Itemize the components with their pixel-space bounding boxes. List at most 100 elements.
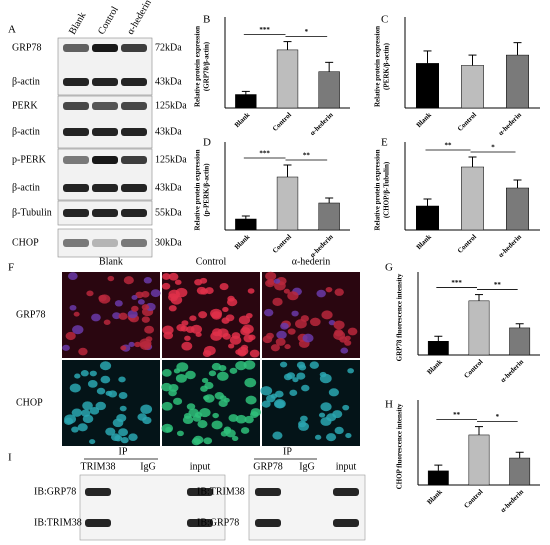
cell	[161, 382, 172, 392]
significance-label: ***	[259, 150, 270, 158]
cell	[144, 325, 155, 334]
cell	[223, 397, 230, 403]
cell	[217, 371, 229, 381]
cell	[228, 414, 239, 422]
significance-label: **	[303, 152, 311, 160]
band	[121, 156, 147, 164]
protein-label: p-PERK	[12, 154, 47, 165]
cell	[114, 435, 123, 442]
blot-frame	[248, 474, 366, 541]
protein-label: PERK	[12, 100, 38, 111]
cell	[273, 278, 281, 284]
bar	[276, 49, 299, 109]
cell	[194, 278, 203, 286]
cell	[134, 341, 141, 348]
cell	[72, 325, 84, 335]
cell	[240, 327, 251, 336]
cell	[123, 276, 134, 285]
cell	[220, 430, 228, 437]
cell	[214, 392, 224, 400]
cell	[291, 310, 299, 317]
bar	[468, 434, 490, 486]
band	[85, 519, 111, 527]
cell	[65, 331, 76, 341]
band	[63, 209, 89, 217]
band	[63, 128, 89, 136]
cell	[89, 407, 100, 415]
cell	[71, 426, 79, 433]
cell	[186, 403, 196, 411]
cell	[162, 325, 174, 335]
band	[187, 519, 213, 527]
cell	[118, 312, 128, 320]
cell	[275, 337, 286, 346]
blot-frame	[79, 474, 226, 541]
band	[63, 44, 89, 52]
cell	[105, 427, 116, 436]
bar	[276, 176, 299, 231]
row-label: GRP78	[16, 309, 45, 320]
y-axis-label: Relative protein expression	[194, 26, 202, 107]
cell	[89, 370, 97, 377]
cell	[243, 360, 256, 370]
cell	[107, 275, 115, 282]
band	[63, 184, 89, 192]
cell	[168, 305, 177, 312]
cell	[139, 338, 152, 348]
cell	[333, 330, 346, 341]
cell	[286, 372, 296, 379]
cell	[260, 386, 273, 396]
cell	[141, 316, 150, 323]
cell	[325, 433, 337, 442]
cell	[119, 405, 127, 412]
cell	[168, 389, 177, 397]
bar	[318, 202, 340, 231]
cell	[347, 327, 358, 336]
size-label: 72kDa	[155, 42, 182, 53]
cell	[265, 279, 275, 288]
significance-label: *	[491, 144, 495, 152]
significance-label: *	[305, 28, 309, 36]
cell	[231, 435, 239, 441]
cell	[194, 412, 203, 419]
cell	[328, 388, 339, 397]
band	[92, 44, 118, 52]
cell	[235, 414, 247, 424]
cell	[78, 347, 88, 356]
size-label: 43kDa	[155, 76, 182, 87]
cell	[127, 310, 138, 319]
cell	[244, 377, 257, 388]
y-axis-label: (CHOP/β-Tubulin)	[383, 161, 391, 218]
band	[92, 184, 118, 192]
band	[63, 239, 89, 247]
y-axis-label: (p-PERK/β-actin)	[203, 163, 211, 217]
cell	[77, 423, 88, 432]
y-axis-label: Relative protein expression	[374, 26, 382, 107]
cell	[114, 300, 123, 307]
cell	[140, 404, 153, 414]
bar	[235, 218, 257, 231]
panel-letter: E	[381, 137, 388, 149]
cell	[319, 373, 332, 384]
significance-label: ***	[451, 279, 462, 287]
cell	[296, 372, 306, 380]
cell	[249, 349, 260, 358]
protein-label: β-actin	[12, 182, 40, 193]
cell	[180, 325, 188, 332]
cell	[287, 291, 299, 301]
cell	[74, 373, 81, 379]
cell	[131, 295, 138, 300]
cell	[265, 271, 277, 281]
bar	[506, 187, 529, 231]
cell	[71, 408, 83, 417]
bar	[506, 54, 529, 109]
cell	[227, 295, 235, 302]
cell	[298, 364, 307, 371]
column-label: Blank	[99, 256, 123, 267]
cell	[173, 368, 181, 374]
cell	[300, 315, 309, 322]
cell	[280, 322, 289, 330]
cell	[340, 347, 349, 354]
band	[121, 102, 147, 110]
cell	[284, 344, 291, 350]
